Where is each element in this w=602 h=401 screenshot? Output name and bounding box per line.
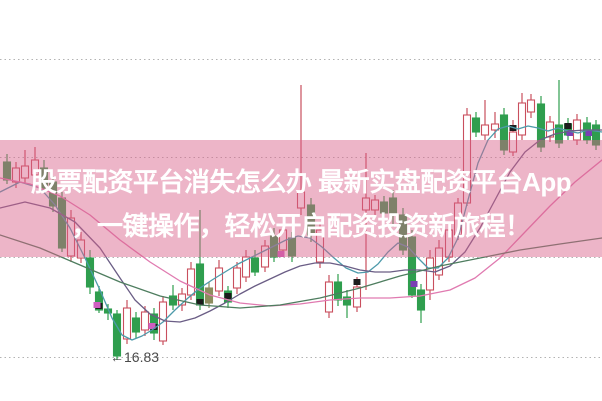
ma-long-green (0, 234, 602, 309)
ma-slow-magenta (0, 159, 602, 307)
ma-mid-purple (0, 129, 602, 323)
low-price-annotation: ←16.83 (110, 349, 160, 365)
ma-fast-teal (0, 125, 602, 341)
